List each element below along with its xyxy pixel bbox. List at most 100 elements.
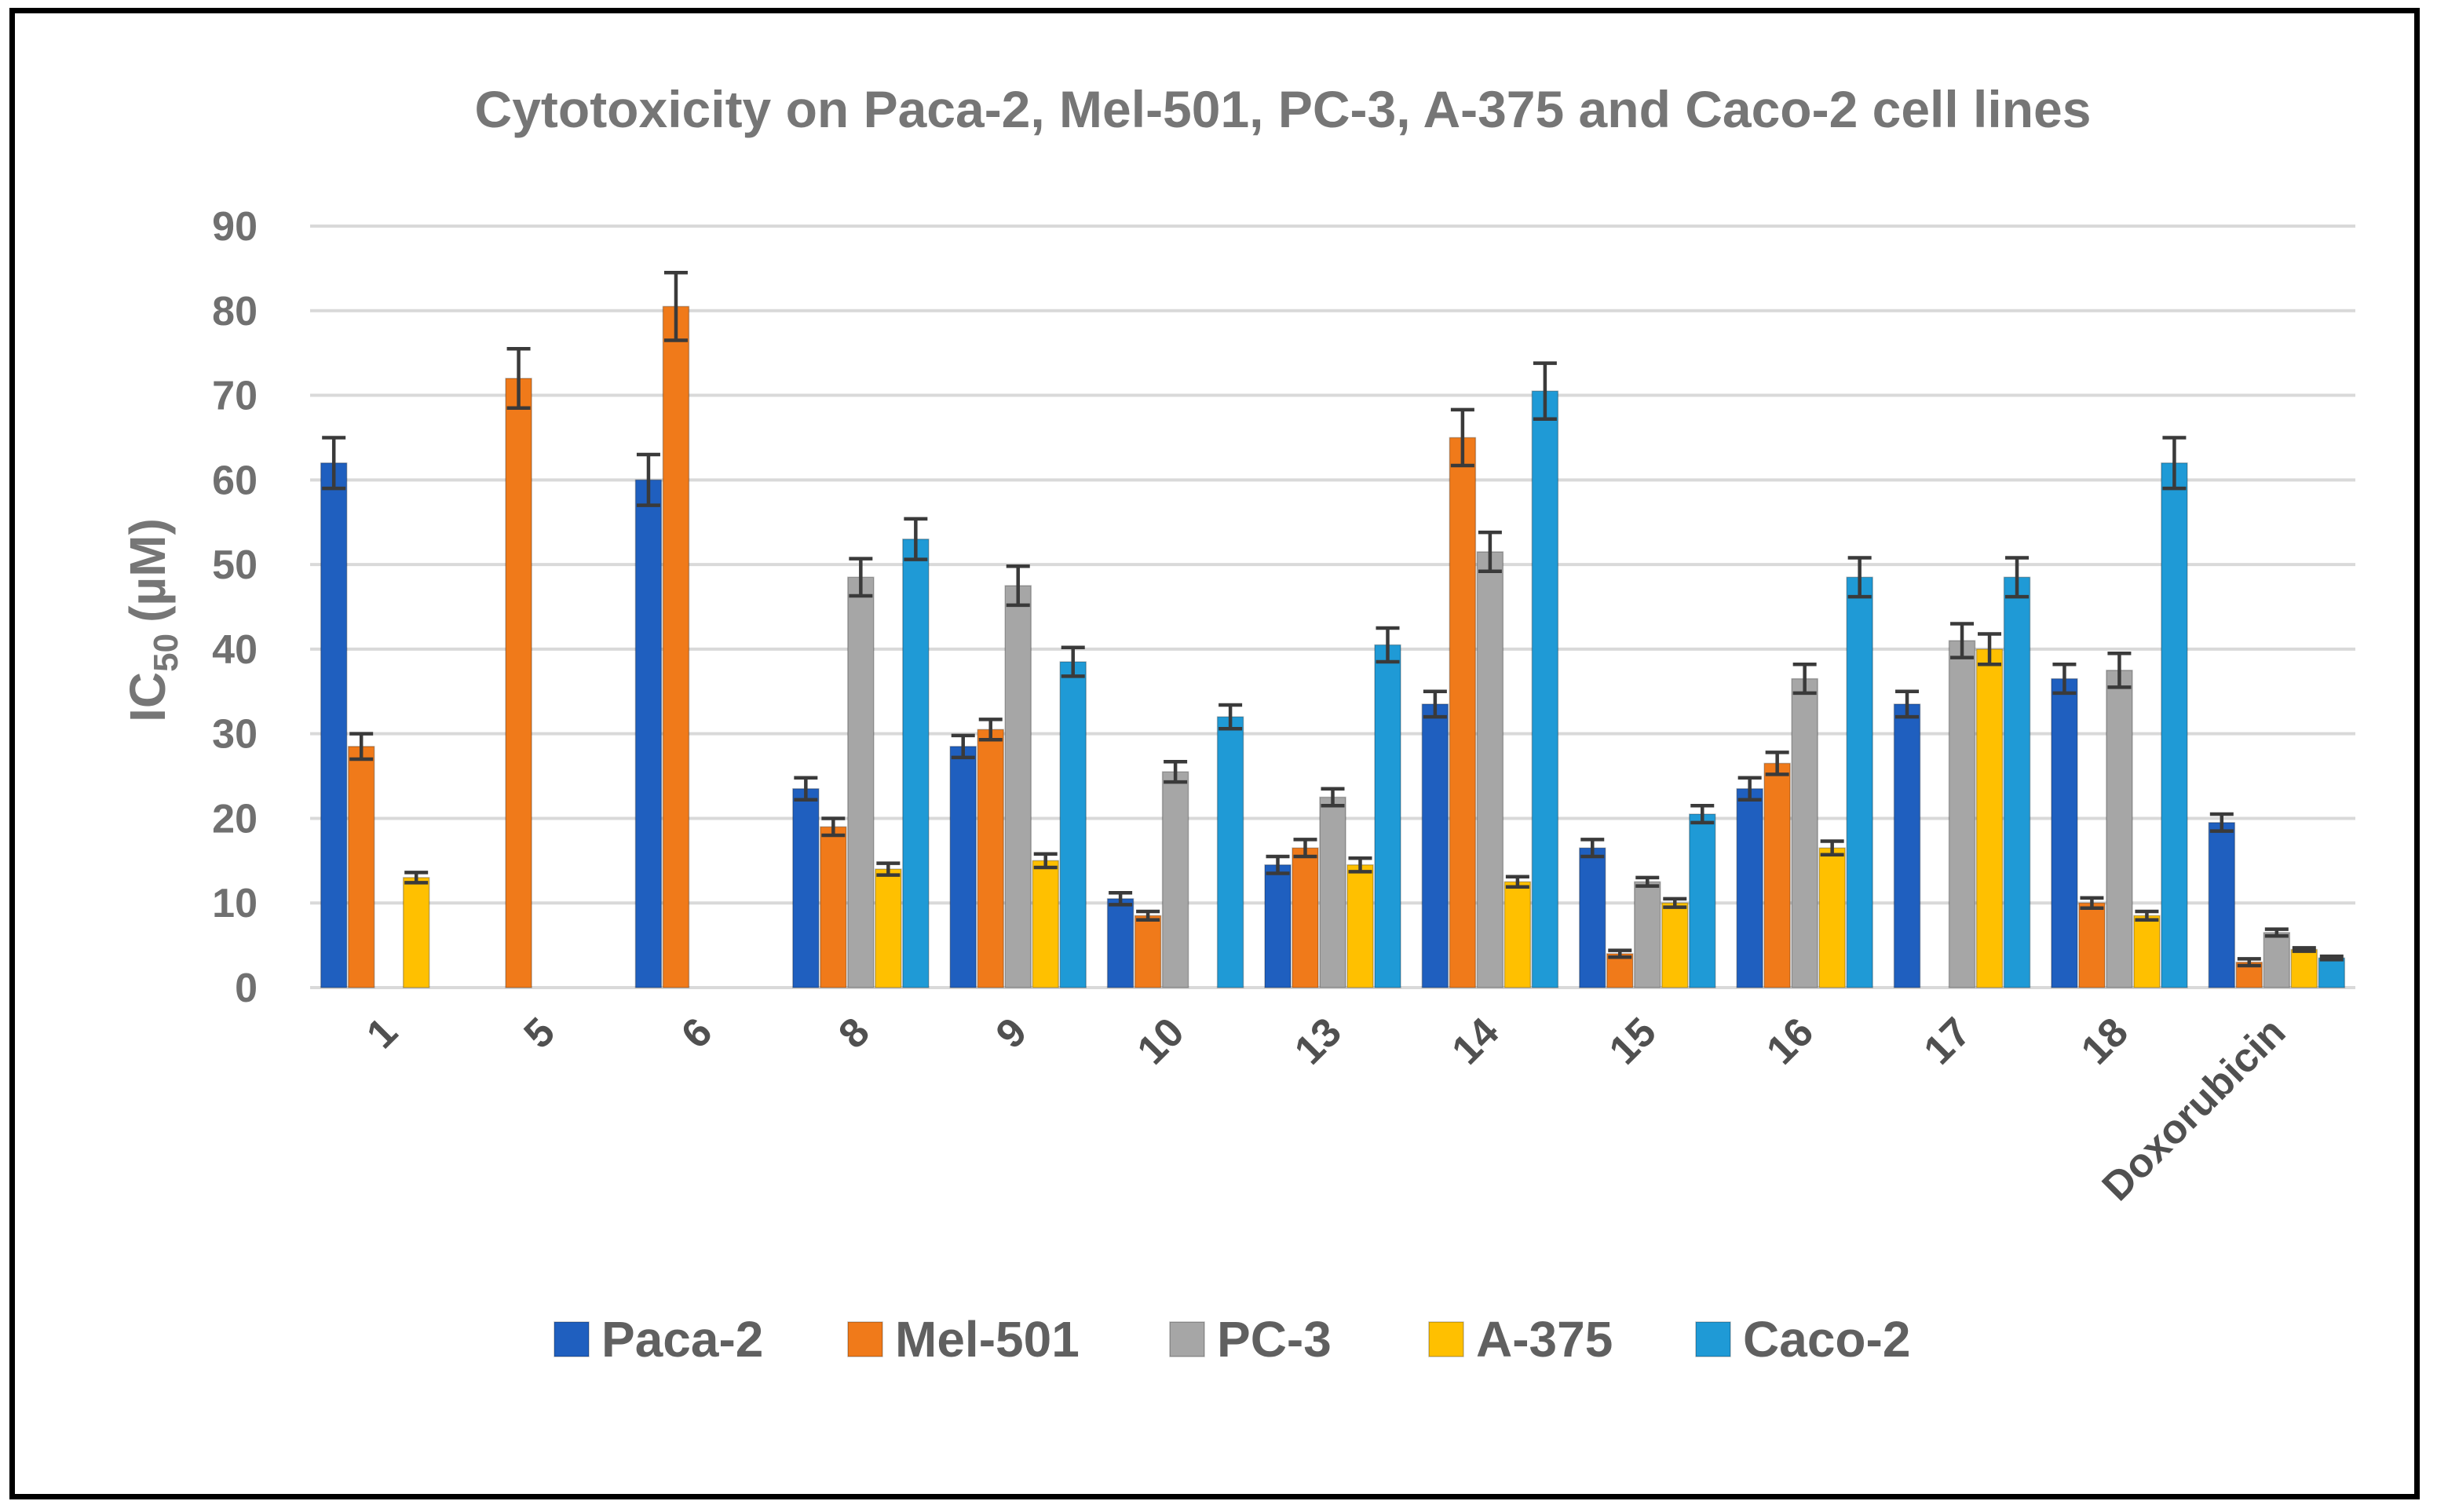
legend-item-caco-2: Caco-2 — [1695, 1311, 1910, 1368]
bar-paca-2-15 — [1579, 847, 1606, 988]
bar-caco-2-10 — [1216, 716, 1244, 988]
y-tick-label: 30 — [212, 712, 258, 758]
error-bar — [2264, 927, 2289, 938]
x-tick-label: 5 — [516, 1009, 564, 1057]
x-tick-label: 16 — [1758, 1009, 1822, 1073]
y-tick-label: 90 — [212, 204, 258, 250]
y-tick-label: 20 — [212, 796, 258, 842]
y-tick-label: 50 — [212, 542, 258, 588]
error-bar — [2292, 946, 2316, 953]
bar-caco-2-13 — [1374, 644, 1401, 988]
error-bar — [1450, 407, 1474, 468]
y-tick-label: 80 — [212, 289, 258, 334]
bars — [320, 305, 2346, 988]
error-bar — [663, 271, 688, 342]
bar-paca-2-6 — [634, 479, 663, 988]
error-bar — [1690, 804, 1715, 825]
error-bar — [1478, 530, 1502, 573]
bar-paca-2-18 — [2051, 677, 2078, 988]
x-tick-label: 13 — [1286, 1009, 1350, 1073]
error-bar — [2237, 957, 2261, 968]
error-bar — [2107, 652, 2132, 689]
bar-mel-501-16 — [1763, 762, 1791, 988]
bar-caco-2-16 — [1846, 576, 1873, 988]
bar-mel-501-10 — [1134, 915, 1162, 988]
bar-mel-501-8 — [820, 826, 847, 988]
bar-paca-2-17 — [1893, 703, 1921, 988]
error-bar — [1321, 787, 1345, 808]
error-bar — [1293, 838, 1317, 859]
bar-mel-501-18 — [2078, 902, 2106, 988]
x-tick-label: 9 — [988, 1009, 1036, 1057]
error-bar — [1033, 852, 1058, 870]
bar-a-375-17 — [1975, 648, 2004, 988]
y-tick-label: 10 — [212, 881, 258, 926]
error-bar — [2080, 896, 2104, 910]
bar-caco-2-18 — [2161, 462, 2188, 988]
error-bar — [1164, 759, 1188, 784]
bar-pc-3-doxorubicin — [2263, 932, 2291, 988]
legend-item-paca-2: Paca-2 — [554, 1311, 763, 1368]
bar-mel-501-6 — [662, 305, 690, 988]
bar-mel-501-5 — [505, 378, 532, 988]
legend-label: A-375 — [1476, 1311, 1613, 1368]
error-bar — [2005, 556, 2030, 599]
bar-pc-3-17 — [1948, 640, 1976, 988]
bar-a-375-13 — [1346, 864, 1374, 988]
bar-paca-2-doxorubicin — [2208, 822, 2236, 988]
x-tick-label: 17 — [1916, 1009, 1980, 1073]
legend: Paca-2 Mel-501 PC-3 A-375 Caco-2 — [554, 1311, 1910, 1368]
error-bar — [1533, 361, 1557, 421]
chart-title: Cytotoxicity on Paca-2, Mel-501, PC-3, A… — [475, 80, 2092, 138]
bar-a-375-8 — [875, 868, 902, 988]
error-bar — [1765, 751, 1789, 776]
error-bar — [2209, 812, 2234, 833]
bar-pc-3-16 — [1791, 677, 1818, 988]
bar-caco-2-15 — [1689, 813, 1716, 988]
bar-caco-2-8 — [902, 539, 930, 988]
legend-label: Paca-2 — [601, 1311, 763, 1368]
x-tick-label: 10 — [1129, 1009, 1193, 1073]
bar-mel-501-1 — [347, 746, 375, 988]
error-bar — [904, 517, 928, 561]
error-bar — [1423, 689, 1447, 719]
bar-pc-3-18 — [2106, 670, 2133, 988]
bar-mel-501-14 — [1449, 436, 1477, 988]
bar-caco-2-doxorubicin — [2318, 957, 2346, 988]
error-bar — [1006, 564, 1030, 608]
error-bars — [322, 271, 2344, 968]
bar-paca-2-9 — [949, 746, 977, 988]
y-axis-label-subscript: 50 — [147, 634, 185, 672]
error-bar — [349, 732, 374, 761]
x-tick-label: 1 — [358, 1009, 406, 1057]
legend-item-mel-501: Mel-501 — [847, 1311, 1080, 1368]
x-tick-label: 6 — [673, 1009, 721, 1057]
error-bar — [506, 347, 531, 410]
error-bar — [1061, 645, 1085, 678]
bar-a-375-15 — [1661, 902, 1689, 988]
error-bar — [1376, 626, 1400, 664]
x-tick-label: 15 — [1601, 1009, 1665, 1073]
bar-a-375-14 — [1503, 881, 1532, 988]
bar-mel-501-13 — [1292, 847, 1319, 988]
error-bar — [1663, 897, 1687, 909]
error-bar — [876, 861, 901, 877]
error-bar — [2162, 436, 2187, 491]
bar-paca-2-13 — [1264, 864, 1292, 988]
bar-pc-3-15 — [1634, 881, 1661, 988]
error-bar — [794, 776, 818, 802]
legend-swatch — [1169, 1321, 1205, 1357]
legend-swatch — [554, 1321, 590, 1357]
legend-swatch — [847, 1321, 883, 1357]
bar-a-375-9 — [1032, 860, 1059, 988]
bar-paca-2-8 — [792, 787, 820, 988]
bar-a-375-doxorubicin — [2290, 948, 2318, 988]
error-bar — [1136, 909, 1160, 922]
error-bar — [1737, 776, 1762, 802]
error-bar — [2135, 909, 2159, 922]
legend-label: Mel-501 — [895, 1311, 1080, 1368]
bar-mel-501-9 — [977, 729, 1004, 988]
error-bar — [1348, 856, 1372, 874]
